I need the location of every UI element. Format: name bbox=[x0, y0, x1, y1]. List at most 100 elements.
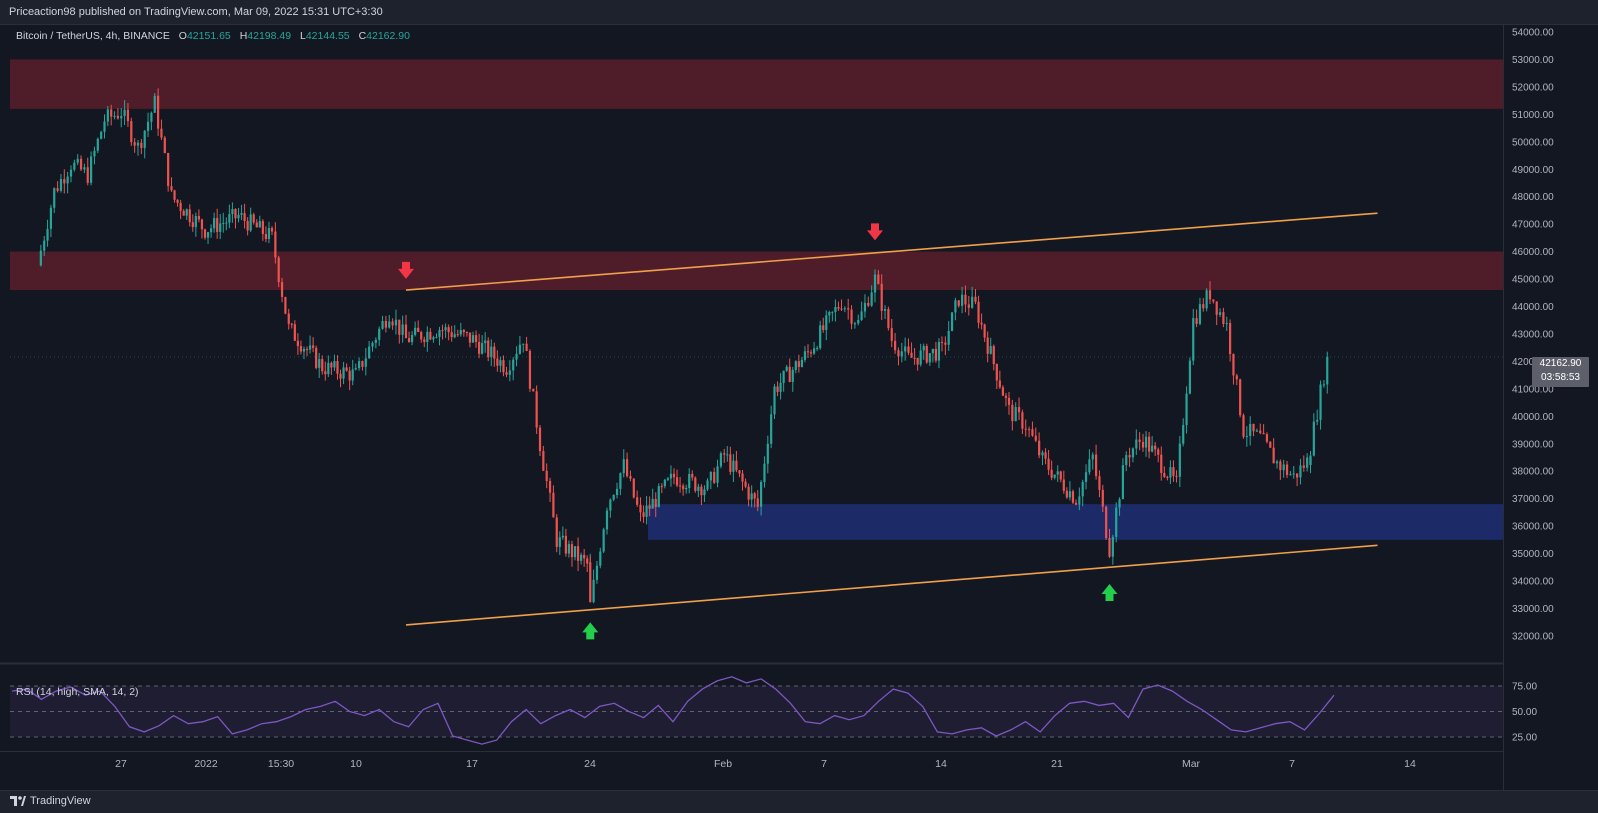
candle-373 bbox=[1225, 316, 1228, 331]
candle-130 bbox=[453, 325, 456, 339]
candle-329 bbox=[1081, 479, 1084, 507]
candle-343 bbox=[1128, 447, 1131, 468]
candle-263 bbox=[870, 285, 873, 307]
candle-119 bbox=[420, 330, 423, 343]
candle-306 bbox=[1007, 392, 1011, 415]
candle-32 bbox=[146, 112, 150, 137]
candle-34 bbox=[153, 92, 156, 114]
high-label: H bbox=[239, 30, 248, 42]
candle-105 bbox=[374, 337, 377, 349]
candle-402 bbox=[1319, 380, 1322, 430]
candle-141 bbox=[487, 337, 490, 362]
candle-216 bbox=[723, 448, 726, 463]
candle-289 bbox=[954, 297, 957, 321]
candle-51 bbox=[206, 231, 210, 244]
price-axis: 54000.00 53000.00 52000.00 51000.00 50000.00… bbox=[1512, 28, 1554, 643]
chart-area[interactable]: 54000.00 53000.00 52000.00 51000.00 50000.00… bbox=[0, 24, 1598, 790]
candle-387 bbox=[1272, 438, 1275, 464]
candle-35 bbox=[157, 88, 160, 136]
candle-186 bbox=[629, 470, 632, 482]
candle-67 bbox=[255, 219, 258, 228]
candle-337 bbox=[1108, 528, 1111, 559]
candle-356 bbox=[1169, 460, 1172, 485]
candle-42 bbox=[179, 199, 182, 220]
candle-157 bbox=[538, 424, 542, 457]
candle-355 bbox=[1166, 475, 1169, 481]
open-value: 42151.65 bbox=[186, 30, 231, 42]
candle-182 bbox=[615, 482, 619, 499]
candle-214 bbox=[716, 459, 719, 488]
candle-21 bbox=[110, 104, 113, 126]
candle-41 bbox=[176, 199, 179, 207]
time-tick-0: 27 bbox=[115, 758, 127, 770]
candle-313 bbox=[1031, 421, 1034, 437]
candle-201 bbox=[675, 469, 679, 488]
candle-249 bbox=[825, 310, 828, 341]
arrows-layer bbox=[398, 223, 1118, 640]
price-tick-19: 35000.00 bbox=[1512, 549, 1554, 560]
time-axis: 27 2022 15:30 10 17 24 Feb 7 14 21 Mar 7 14 bbox=[115, 758, 1416, 770]
candle-286 bbox=[944, 336, 947, 356]
candle-59 bbox=[231, 202, 234, 223]
candle-73 bbox=[274, 222, 277, 264]
candle-312 bbox=[1028, 426, 1031, 438]
candle-144 bbox=[496, 350, 499, 372]
candle-386 bbox=[1269, 441, 1272, 449]
candle-169 bbox=[576, 537, 580, 572]
candle-295 bbox=[974, 289, 977, 305]
candle-106 bbox=[378, 326, 381, 346]
candle-151 bbox=[518, 335, 521, 355]
candle-46 bbox=[191, 214, 194, 232]
candle-53 bbox=[213, 212, 216, 233]
candle-230 bbox=[766, 435, 769, 474]
candle-154 bbox=[528, 349, 532, 392]
candle-388 bbox=[1275, 459, 1279, 469]
candle-72 bbox=[270, 226, 274, 236]
candle-223 bbox=[744, 478, 747, 489]
candle-137 bbox=[474, 330, 478, 348]
arrow-down-icon-0 bbox=[398, 261, 414, 279]
candle-38 bbox=[167, 152, 170, 192]
candle-225 bbox=[750, 485, 753, 508]
candle-93 bbox=[336, 355, 339, 380]
candle-196 bbox=[660, 483, 663, 494]
candle-181 bbox=[612, 494, 615, 502]
candle-147 bbox=[505, 366, 508, 378]
candle-83 bbox=[305, 346, 309, 357]
candle-231 bbox=[770, 405, 773, 449]
symbol-name: Bitcoin / TetherUS, 4h, BINANCE bbox=[16, 30, 170, 42]
candle-213 bbox=[713, 467, 716, 484]
candle-96 bbox=[345, 363, 348, 372]
candle-36 bbox=[160, 119, 163, 141]
candle-346 bbox=[1138, 432, 1141, 451]
channel-upper-line bbox=[405, 212, 1378, 291]
candle-310 bbox=[1021, 409, 1024, 434]
candle-40 bbox=[173, 189, 176, 203]
candle-363 bbox=[1192, 309, 1195, 366]
candle-110 bbox=[391, 318, 394, 330]
price-chart[interactable]: 54000.00 53000.00 52000.00 51000.00 50000.00… bbox=[0, 24, 1598, 790]
candle-4 bbox=[53, 187, 56, 213]
candle-91 bbox=[330, 361, 333, 375]
candle-117 bbox=[414, 321, 417, 337]
candle-359 bbox=[1178, 435, 1181, 487]
price-tick-17: 37000.00 bbox=[1512, 494, 1554, 505]
candle-232 bbox=[773, 383, 776, 419]
candle-340 bbox=[1118, 497, 1121, 516]
channel-layer bbox=[10, 212, 1503, 626]
candle-17 bbox=[96, 137, 99, 154]
candle-124 bbox=[435, 333, 438, 339]
candle-8 bbox=[66, 171, 69, 194]
candle-202 bbox=[678, 476, 682, 493]
candle-251 bbox=[831, 311, 834, 322]
candle-60 bbox=[234, 208, 237, 229]
candle-345 bbox=[1135, 429, 1138, 455]
candle-243 bbox=[806, 344, 810, 358]
candle-10 bbox=[73, 159, 76, 172]
candle-267 bbox=[883, 305, 887, 320]
published-text: Priceaction98 published on TradingView.c… bbox=[9, 6, 383, 18]
close-label: C bbox=[358, 30, 367, 42]
candle-143 bbox=[493, 342, 496, 367]
price-tick-13: 41000.00 bbox=[1512, 384, 1554, 395]
candle-272 bbox=[900, 342, 903, 363]
